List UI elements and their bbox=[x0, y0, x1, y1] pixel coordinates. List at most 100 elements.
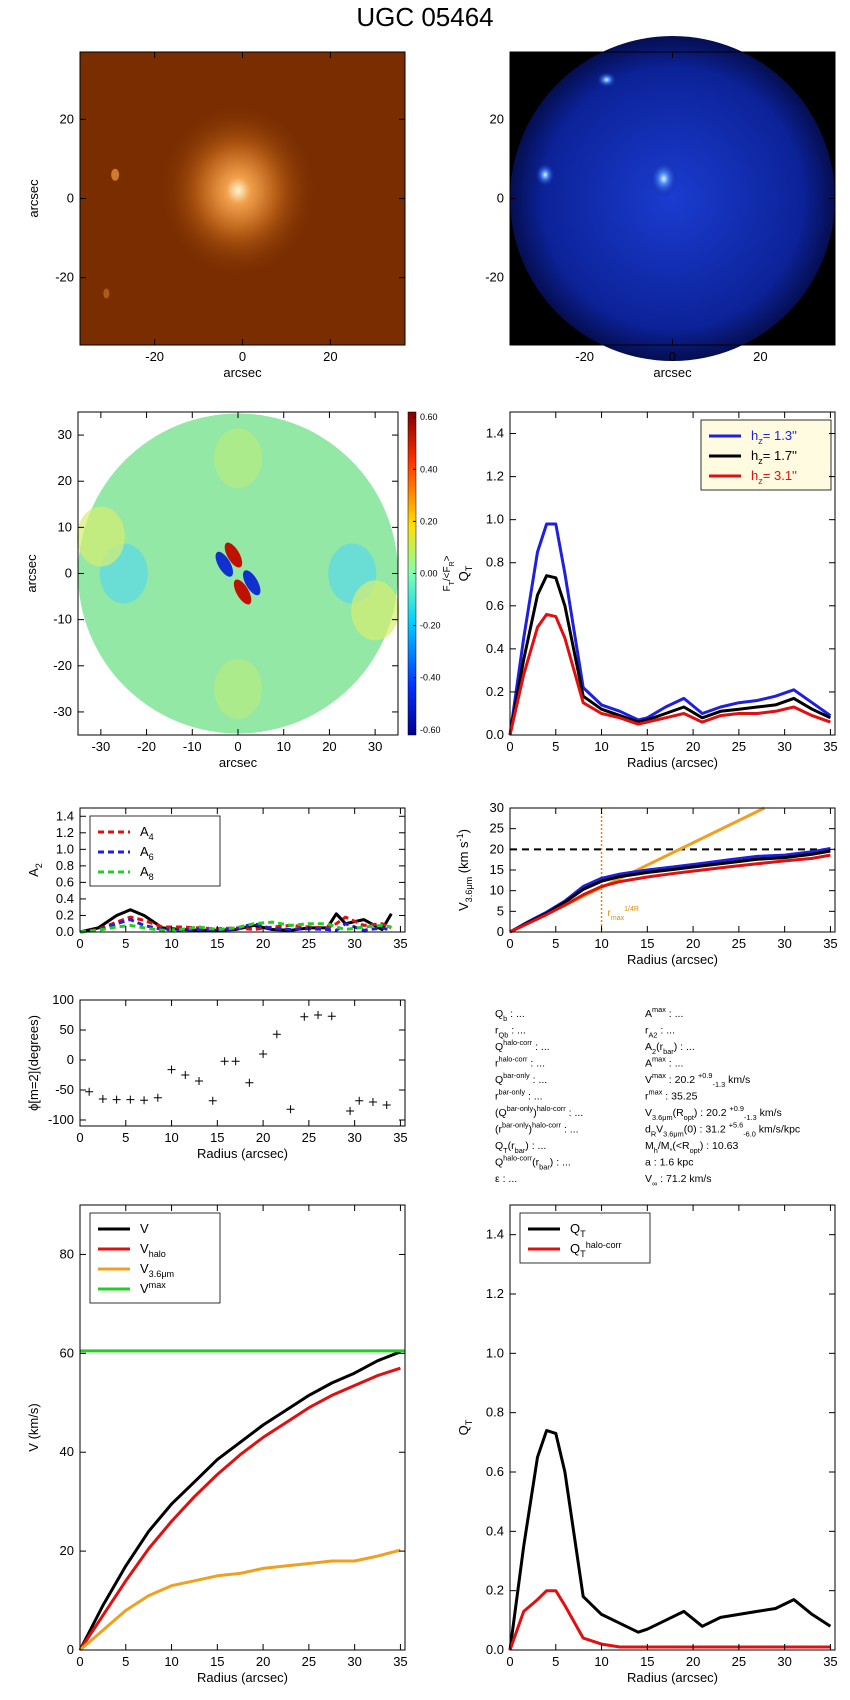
text-part: A bbox=[140, 844, 149, 859]
text-part: 4 bbox=[149, 832, 154, 842]
x-tick-label: 5 bbox=[122, 1130, 129, 1145]
text-part: * bbox=[670, 1146, 673, 1155]
series-line bbox=[79, 918, 392, 934]
text-part: V bbox=[645, 1173, 652, 1185]
bright-spot bbox=[596, 71, 617, 88]
text-part: r bbox=[495, 1058, 499, 1070]
parameter-line: rhalo-corr : ... bbox=[495, 1055, 545, 1070]
y-tick-label: 30 bbox=[58, 427, 72, 442]
parameter-line: V∞ : 71.2 km/s bbox=[645, 1173, 712, 1188]
y-tick-label: 0.0 bbox=[56, 924, 74, 939]
x-tick-label: 5 bbox=[122, 1654, 129, 1669]
text-part: h bbox=[751, 428, 758, 443]
text-part: (0) : 31.2 bbox=[684, 1124, 729, 1136]
text-part: -1.3 bbox=[744, 1113, 757, 1122]
text-part: A bbox=[140, 864, 149, 879]
x-tick-label: 35 bbox=[393, 1130, 407, 1145]
y-tick-label: 10 bbox=[490, 883, 504, 898]
parameter-line: rmax : 35.25 bbox=[645, 1088, 698, 1103]
x-tick-label: -30 bbox=[91, 739, 110, 754]
text-part: T bbox=[503, 1146, 508, 1155]
text-part: r bbox=[645, 1025, 649, 1037]
text-part: km/s/kpc bbox=[756, 1124, 800, 1136]
x-tick-label: 30 bbox=[777, 936, 791, 951]
colorbar-tick-label: 0.20 bbox=[420, 516, 438, 526]
text-part: b bbox=[503, 1014, 507, 1023]
colorbar-tick-label: 0.00 bbox=[420, 569, 438, 579]
y-tick-label: 1.4 bbox=[486, 426, 504, 441]
parameter-line: Mh/M*(<Ropt) : 10.63 bbox=[645, 1140, 738, 1155]
text-part: V bbox=[140, 1261, 149, 1276]
text-part: R bbox=[449, 561, 456, 566]
plot-frame bbox=[509, 411, 836, 736]
text-part: Q bbox=[495, 1157, 503, 1169]
disk bbox=[510, 36, 835, 361]
x-tick-label: 0 bbox=[234, 739, 241, 754]
text-part: max bbox=[611, 915, 625, 922]
text-part: max bbox=[652, 1055, 666, 1064]
x-tick-label: 10 bbox=[594, 739, 608, 754]
text-part: ) : 10.63 bbox=[700, 1140, 739, 1152]
y-tick-label: 0.2 bbox=[56, 907, 74, 922]
y-tick-label: 30 bbox=[490, 800, 504, 815]
x-axis-label: Radius (arcsec) bbox=[197, 1146, 288, 1161]
text-part: halo-corr bbox=[503, 1038, 533, 1047]
text-part: : 20.2 bbox=[666, 1074, 698, 1086]
point bbox=[208, 1096, 217, 1105]
text-part: Q bbox=[456, 1425, 471, 1435]
text-part: (R bbox=[673, 1107, 684, 1119]
x-tick-label: 20 bbox=[256, 1130, 270, 1145]
series-line bbox=[79, 1548, 401, 1652]
text-part: bar bbox=[663, 1047, 674, 1056]
legend-label: hz= 1.3'' bbox=[751, 428, 797, 446]
x-tick-label: 10 bbox=[164, 1130, 178, 1145]
x-tick-label: 25 bbox=[302, 936, 316, 951]
x-tick-label: 30 bbox=[347, 1130, 361, 1145]
legend-label: Vmax bbox=[140, 1280, 166, 1296]
text-part: 3.6μm bbox=[652, 1113, 673, 1122]
text-part: Q bbox=[495, 1140, 503, 1152]
figure-title: UGC 05464 bbox=[356, 2, 493, 32]
x-axis-label: Radius (arcsec) bbox=[627, 952, 718, 967]
text-part: r bbox=[645, 1091, 649, 1103]
y-tick-label: 80 bbox=[60, 1246, 74, 1261]
y-tick-label: 0.2 bbox=[486, 1583, 504, 1598]
series-line bbox=[79, 908, 393, 934]
legend-label: A4 bbox=[140, 824, 154, 842]
plot-frame bbox=[79, 999, 406, 1127]
x-axis-label: Radius (arcsec) bbox=[627, 755, 718, 770]
point bbox=[368, 1098, 377, 1106]
point bbox=[167, 1065, 176, 1074]
x-tick-label: 20 bbox=[323, 349, 337, 364]
series-line bbox=[508, 1589, 831, 1651]
y-tick-label: 0.6 bbox=[486, 1464, 504, 1479]
colorbar-tick-label: -0.40 bbox=[420, 673, 441, 683]
text-part: bar-only bbox=[499, 1088, 526, 1097]
x-tick-label: 30 bbox=[347, 936, 361, 951]
text-part: h bbox=[751, 448, 758, 463]
x-tick-label: -20 bbox=[137, 739, 156, 754]
colorbar-tick-label: -0.20 bbox=[420, 621, 441, 631]
text-part: ) : ... bbox=[674, 1041, 695, 1053]
y-tick-label: 0.0 bbox=[486, 727, 504, 742]
map-lobe bbox=[224, 542, 243, 568]
x-tick-label: 15 bbox=[640, 739, 654, 754]
text-part: T bbox=[580, 1229, 586, 1239]
series-line bbox=[509, 853, 831, 934]
x-tick-label: 10 bbox=[164, 936, 178, 951]
text-part: a : 1.6 kpc bbox=[645, 1157, 693, 1169]
text-part: (<R bbox=[672, 1140, 690, 1152]
text-part: km/s bbox=[757, 1107, 782, 1119]
text-part: A bbox=[645, 1041, 652, 1053]
text-part: : 71.2 km/s bbox=[657, 1173, 711, 1185]
text-part: Q bbox=[495, 1008, 503, 1020]
map-disk bbox=[78, 413, 398, 734]
y-tick-label: 0.6 bbox=[486, 598, 504, 613]
text-part: 3.6μm bbox=[149, 1269, 174, 1279]
x-tick-label: 15 bbox=[640, 936, 654, 951]
text-part: : ... bbox=[527, 1058, 545, 1070]
x-tick-label: 35 bbox=[823, 739, 837, 754]
text-part: (Q bbox=[495, 1107, 507, 1119]
text-part: opt bbox=[690, 1146, 700, 1155]
text-part: 2 bbox=[34, 863, 44, 868]
